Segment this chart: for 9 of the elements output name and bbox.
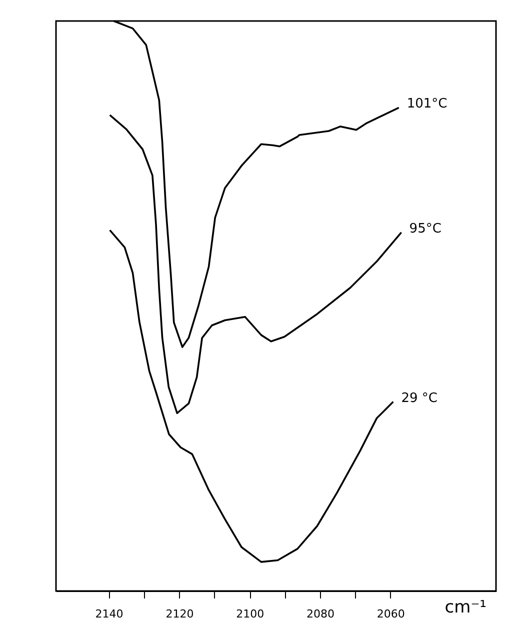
series-label: 29 °C <box>401 390 438 406</box>
x-tick-label: 2120 <box>166 608 194 620</box>
x-axis-title: cm⁻¹ <box>444 598 486 618</box>
series-label: 95°C <box>409 221 442 236</box>
series-label: 101°C <box>406 96 448 112</box>
x-tick-label: 2100 <box>236 608 264 620</box>
x-tick-label: 2080 <box>306 608 334 620</box>
x-tick-label: 2060 <box>376 608 405 620</box>
x-tick-label: 2140 <box>95 608 124 620</box>
